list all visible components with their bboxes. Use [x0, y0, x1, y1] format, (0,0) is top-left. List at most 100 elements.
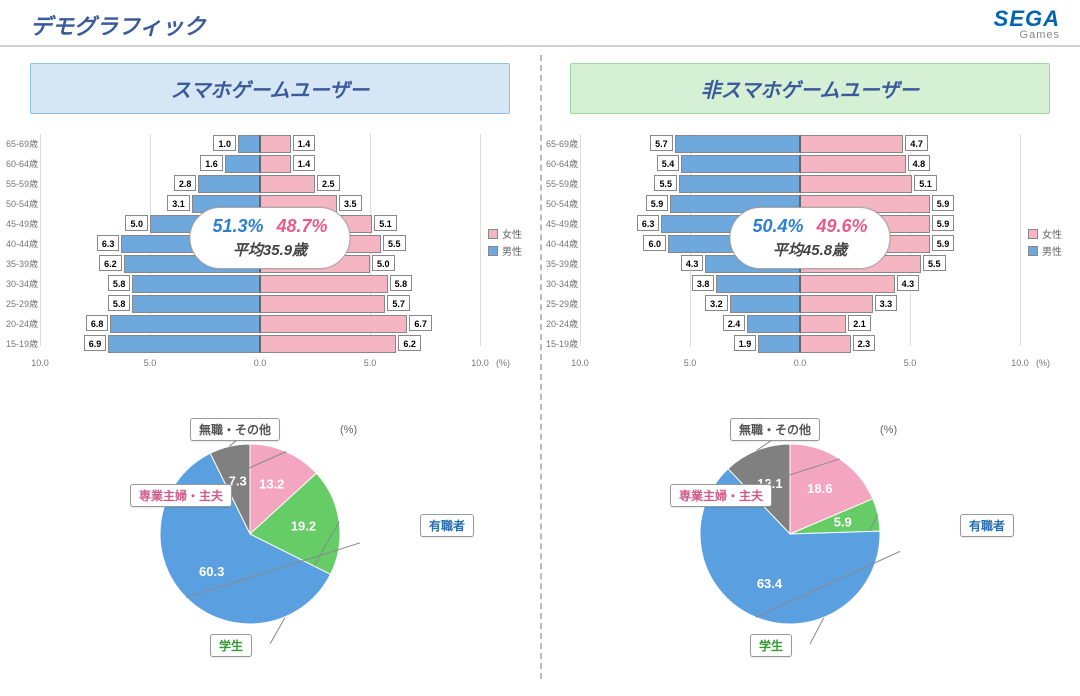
age-label: 20-24歳	[0, 317, 38, 330]
age-label: 55-59歳	[534, 177, 578, 190]
female-bar	[800, 135, 903, 153]
female-bar	[260, 335, 396, 353]
age-label: 60-64歳	[0, 157, 38, 170]
female-bar	[800, 155, 906, 173]
female-value: 2.5	[317, 175, 340, 191]
female-value: 5.9	[932, 235, 955, 251]
pie-value-employed: 60.3	[199, 564, 224, 579]
male-value: 2.8	[174, 175, 197, 191]
male-bar	[198, 175, 260, 193]
male-value: 3.1	[167, 195, 190, 211]
male-value: 5.7	[650, 135, 673, 151]
female-value: 5.5	[923, 255, 946, 271]
male-bar	[110, 315, 260, 333]
axis-tick: 10.0	[471, 358, 489, 368]
occupation-pie-right: 12.118.65.963.4	[680, 424, 900, 644]
legend-female: 女性	[502, 226, 522, 241]
male-value: 1.6	[200, 155, 223, 171]
panel-non-smartphone-users: 非スマホゲームユーザー 65-69歳5.74.760-64歳5.44.855-5…	[540, 47, 1080, 687]
logo-main: SEGA	[994, 8, 1060, 30]
sega-logo: SEGA Games	[994, 8, 1060, 41]
logo-sub: Games	[994, 30, 1060, 41]
female-bar	[260, 275, 388, 293]
female-bar	[260, 155, 291, 173]
male-bar	[238, 135, 260, 153]
occupation-pie-left: 7.313.219.260.3	[140, 424, 360, 644]
female-value: 5.7	[387, 295, 410, 311]
male-value: 4.3	[681, 255, 704, 271]
male-value: 6.9	[84, 335, 107, 351]
female-value: 2.1	[848, 315, 871, 331]
female-value: 1.4	[293, 135, 316, 151]
age-label: 65-69歳	[534, 137, 578, 150]
male-bar	[225, 155, 260, 173]
axis-tick: 10.0	[1011, 358, 1029, 368]
female-bar	[800, 275, 895, 293]
pie-value-housewife: 18.6	[807, 481, 832, 496]
age-label: 15-19歳	[534, 337, 578, 350]
female-bar	[800, 335, 851, 353]
female-value: 3.3	[875, 295, 898, 311]
legend-male-r: 男性	[1042, 243, 1062, 258]
age-label: 30-34歳	[0, 277, 38, 290]
female-bar	[260, 175, 315, 193]
male-value: 5.9	[646, 195, 669, 211]
axis-tick: 0.0	[794, 358, 807, 368]
legend-male: 男性	[502, 243, 522, 258]
age-label: 45-49歳	[534, 217, 578, 230]
female-bar	[260, 135, 291, 153]
male-value: 5.8	[108, 295, 131, 311]
male-bar	[758, 335, 800, 353]
female-value: 4.3	[897, 275, 920, 291]
male-value: 5.0	[125, 215, 148, 231]
male-value: 5.8	[108, 275, 131, 291]
age-label: 40-44歳	[0, 237, 38, 250]
axis-unit: (%)	[1036, 358, 1050, 368]
avg-age-right: 平均45.8歳	[752, 239, 867, 260]
female-pct-right: 49.6%	[817, 216, 868, 236]
pie-value-student: 5.9	[834, 514, 852, 529]
female-value: 3.5	[339, 195, 362, 211]
female-bar	[260, 295, 385, 313]
female-value: 4.8	[908, 155, 931, 171]
female-value: 5.5	[383, 235, 406, 251]
age-label: 55-59歳	[0, 177, 38, 190]
male-value: 6.8	[86, 315, 109, 331]
male-value: 1.9	[734, 335, 757, 351]
male-bar	[716, 275, 800, 293]
female-value: 5.8	[390, 275, 413, 291]
female-value: 5.9	[932, 215, 955, 231]
panel-smartphone-users: スマホゲームユーザー 65-69歳1.01.460-64歳1.61.455-59…	[0, 47, 540, 687]
female-value: 5.9	[932, 195, 955, 211]
male-bar	[132, 275, 260, 293]
male-value: 6.3	[637, 215, 660, 231]
male-value: 6.2	[99, 255, 122, 271]
age-label: 50-54歳	[0, 197, 38, 210]
pie-label-housewife: 専業主婦・主夫	[130, 484, 232, 507]
female-pct-left: 48.7%	[277, 216, 328, 236]
pie-value-student: 19.2	[291, 519, 316, 534]
pie-value-employed: 63.4	[757, 576, 783, 591]
female-value: 5.1	[914, 175, 937, 191]
female-bar	[800, 315, 846, 333]
age-label: 25-29歳	[534, 297, 578, 310]
axis-tick: 10.0	[571, 358, 589, 368]
pie-label-student: 学生	[750, 634, 792, 657]
panel-title-right: 非スマホゲームユーザー	[570, 63, 1050, 114]
axis-tick: 5.0	[684, 358, 697, 368]
legend-female-r: 女性	[1042, 226, 1062, 241]
male-bar	[132, 295, 260, 313]
pyramid-wrap-left: 65-69歳1.01.460-64歳1.61.455-59歳2.82.550-5…	[10, 134, 530, 394]
female-bar	[800, 175, 912, 193]
pyramid-wrap-right: 65-69歳5.74.760-64歳5.44.855-59歳5.55.150-5…	[550, 134, 1070, 394]
axis-tick: 10.0	[31, 358, 49, 368]
pie-value-housewife: 13.2	[259, 477, 284, 492]
axis-tick: 0.0	[254, 358, 267, 368]
male-value: 3.8	[692, 275, 715, 291]
pie-label-student: 学生	[210, 634, 252, 657]
male-bar	[675, 135, 800, 153]
male-bar	[730, 295, 800, 313]
female-value: 5.0	[372, 255, 395, 271]
age-label: 45-49歳	[0, 217, 38, 230]
pie-label-housewife: 専業主婦・主夫	[670, 484, 772, 507]
